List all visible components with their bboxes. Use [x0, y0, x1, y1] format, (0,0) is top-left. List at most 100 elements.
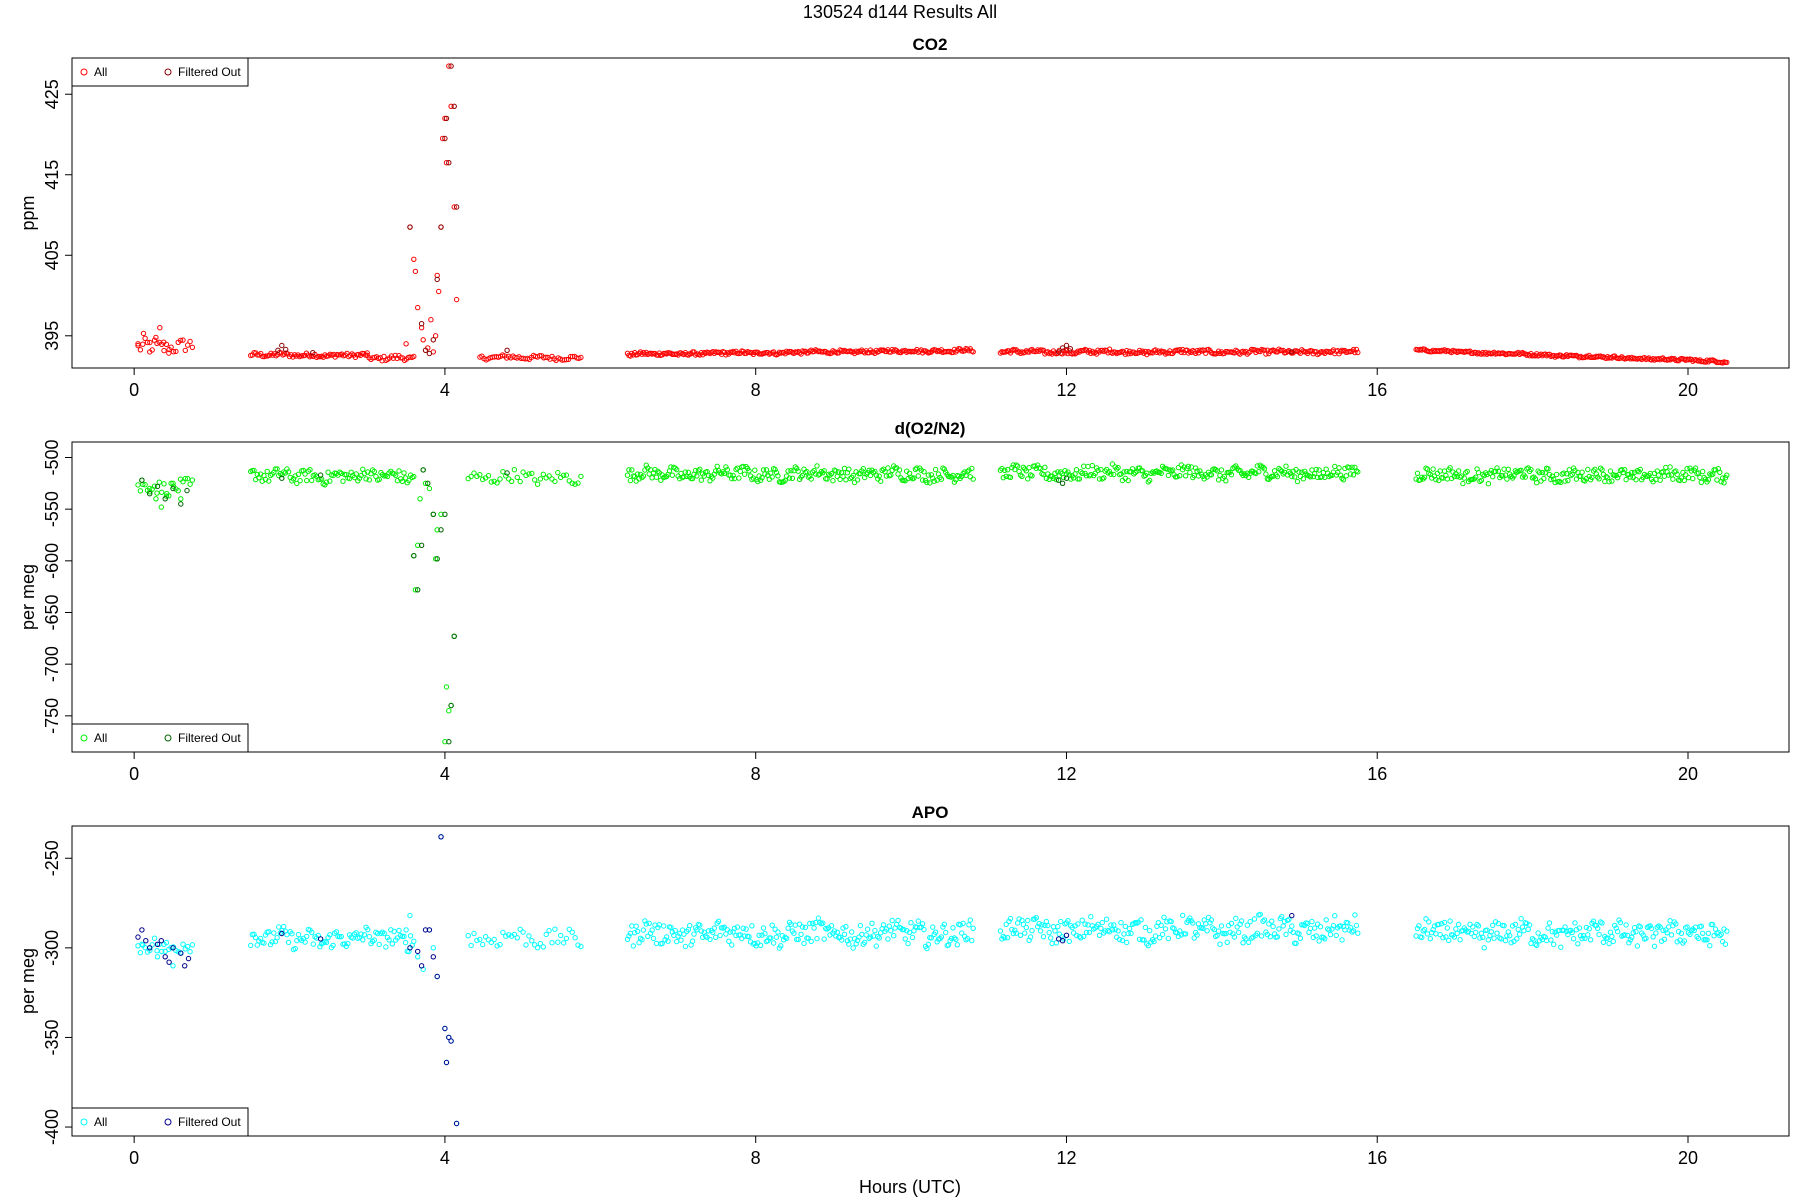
o2n2-point-all [1447, 465, 1453, 471]
apo-point-all [672, 927, 678, 934]
apo-point-all [1612, 922, 1618, 929]
apo-point-all [1717, 932, 1723, 939]
apo-point-all [674, 938, 680, 945]
apo-point-all [1604, 935, 1611, 941]
o2n2-point-all [1060, 474, 1067, 481]
apo-point-all [1546, 920, 1553, 926]
apo-point-all [1491, 935, 1497, 941]
apo-point-all [526, 933, 532, 939]
apo-point-all [1585, 932, 1591, 938]
o2n2-point-all [634, 471, 641, 477]
apo-point-all [523, 942, 529, 948]
o2n2-point-all [860, 466, 866, 472]
o2n2-point-all [924, 479, 930, 486]
apo-point-all [908, 920, 914, 926]
co2-point-all [379, 358, 385, 364]
apo-point-all [1180, 912, 1186, 919]
apo-point-all [1637, 924, 1644, 930]
apo-point-all [1582, 935, 1588, 941]
apo-point-all [1058, 918, 1064, 925]
o2n2-point-all [376, 476, 382, 482]
apo-point-all [309, 929, 315, 935]
apo-point-all [652, 922, 658, 928]
apo-point-all [1512, 921, 1519, 928]
apo-point-all [1238, 918, 1245, 924]
o2n2-point-all [503, 473, 509, 479]
o2n2-point-all [434, 527, 440, 533]
co2-point-all [823, 348, 829, 355]
o2n2-point-all [669, 472, 675, 478]
o2n2-point-all [827, 472, 833, 478]
apo-point-all [655, 924, 661, 931]
apo-point-all [1596, 931, 1602, 938]
apo-point-all [1029, 927, 1035, 934]
apo-point-all [1467, 921, 1473, 927]
apo-point-all [938, 934, 945, 940]
o2n2-point-all [560, 472, 567, 478]
apo-point-all [1558, 944, 1564, 950]
apo-plot-frame [71, 825, 1790, 1137]
o2n2-point-all [1035, 462, 1041, 468]
apo-point-all [1668, 932, 1675, 938]
apo-point-all [1312, 925, 1318, 931]
o2n2-point-all [794, 465, 800, 472]
o2n2-point-all [1132, 469, 1139, 476]
o2n2-point-all [1661, 473, 1668, 479]
apo-point-all [1630, 930, 1636, 936]
apo-point-all [575, 942, 581, 948]
o2n2-point-all [325, 469, 331, 475]
apo-point-all [1477, 935, 1483, 941]
apo-point-all [1691, 927, 1697, 934]
apo-point-all [834, 929, 840, 935]
apo-point-all [261, 940, 267, 946]
co2-point-all [730, 348, 736, 355]
o2n2-point-all [1568, 472, 1574, 479]
apo-point-all [353, 930, 359, 936]
co2-point-all [448, 103, 454, 110]
o2n2-point-all [698, 477, 704, 483]
apo-point-all [731, 925, 738, 932]
apo-point-all [323, 939, 330, 946]
co2-point-filtered [1067, 346, 1074, 352]
apo-point-all [1103, 916, 1110, 922]
o2n2-x-tick-label: 4 [440, 764, 450, 784]
o2n2-point-all [302, 471, 308, 477]
apo-point-all [932, 929, 939, 935]
apo-point-all [1025, 917, 1031, 924]
apo-y-axis-label: per meg [18, 948, 38, 1014]
o2n2-point-all [736, 475, 742, 481]
o2n2-point-all [1495, 468, 1502, 474]
apo-point-all [864, 926, 871, 932]
apo-point-all [1141, 937, 1147, 943]
apo-point-all [653, 940, 660, 947]
apo-legend-all-label: All [94, 1115, 107, 1129]
o2n2-point-all [1460, 480, 1466, 487]
co2-point-filtered [426, 350, 433, 357]
co2-y-tick-label: 405 [42, 240, 62, 270]
co2-point-all [166, 350, 172, 356]
co2-point-all [428, 317, 434, 323]
o2n2-point-all [178, 496, 184, 502]
apo-point-all [1509, 923, 1516, 929]
o2n2-point-all [854, 477, 861, 483]
o2n2-point-all [529, 470, 535, 477]
o2n2-point-all [1579, 469, 1585, 475]
o2n2-point-all [1721, 480, 1727, 486]
apo-point-all [762, 931, 768, 937]
o2n2-point-all [1014, 463, 1021, 469]
o2n2-point-all [517, 478, 523, 485]
co2-point-all [563, 356, 570, 363]
apo-point-all [517, 926, 523, 932]
apo-point-all [1473, 929, 1479, 936]
apo-point-all [888, 928, 894, 934]
o2n2-point-all [154, 490, 160, 496]
o2n2-point-all [295, 471, 302, 477]
apo-point-filtered [1063, 932, 1070, 938]
apo-point-all [817, 919, 823, 926]
o2n2-point-all [363, 476, 369, 482]
apo-point-all [163, 939, 170, 946]
o2n2-point-all [1538, 478, 1544, 484]
o2n2-point-all [477, 472, 483, 478]
o2n2-point-all [775, 473, 781, 479]
o2n2-point-all [925, 472, 932, 478]
